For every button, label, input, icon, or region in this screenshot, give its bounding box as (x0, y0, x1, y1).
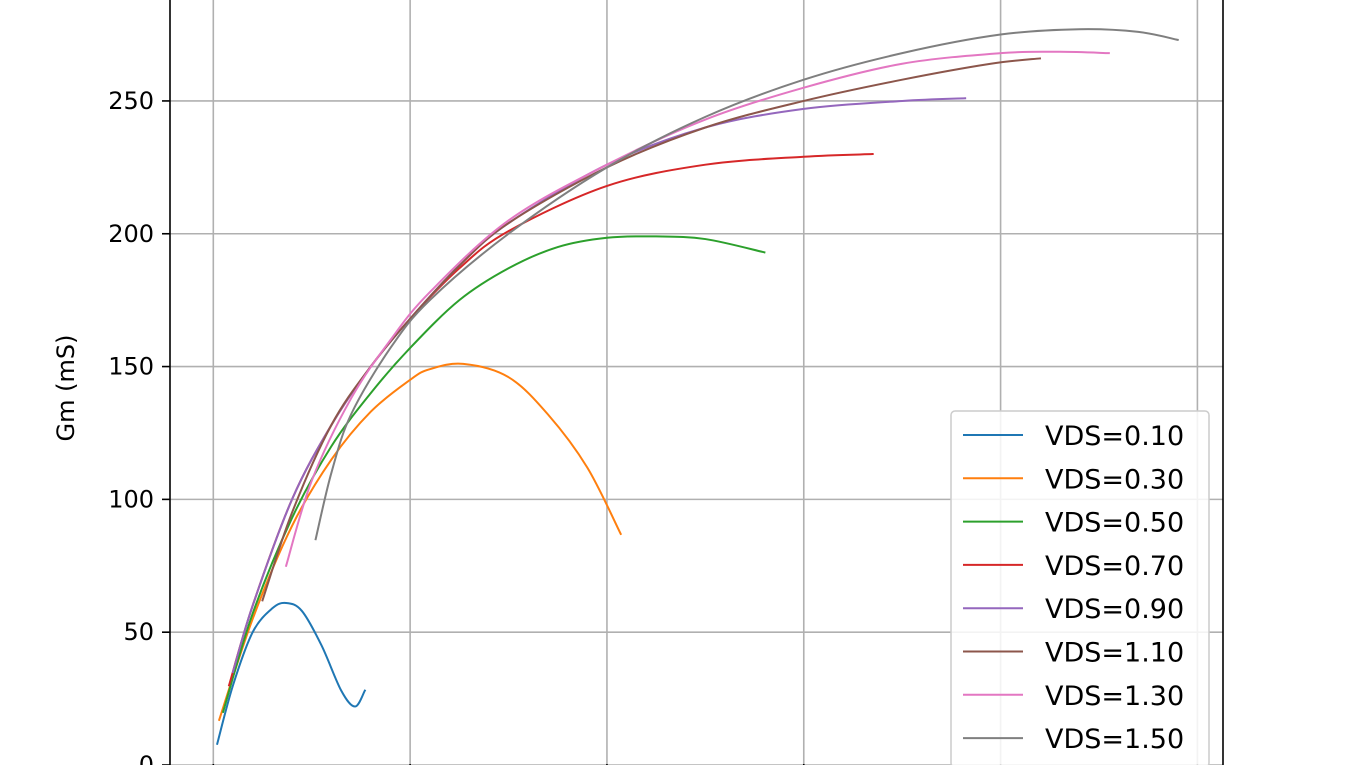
legend-label: VDS=0.10 (1045, 421, 1184, 452)
series-line-vds-1-30 (284, 50, 1110, 568)
legend-label: VDS=0.50 (1045, 508, 1184, 539)
legend-entries: VDS=0.10 VDS=0.30 VDS=0.50 VDS=0.70 VDS=0.90… (963, 421, 1184, 755)
series-line-vds-1-10 (261, 57, 1042, 602)
legend-label: VDS=1.50 (1045, 724, 1184, 755)
y-tick-label: 150 (108, 353, 154, 381)
axes (169, 0, 1224, 765)
y-axis-ticks: 0 50 100 150 200 250 (108, 87, 1199, 765)
legend-label: VDS=0.90 (1045, 594, 1184, 625)
y-tick-label: 50 (123, 618, 154, 646)
legend: VDS=0.10 VDS=0.30 VDS=0.50 VDS=0.70 VDS=0.90… (950, 410, 1210, 765)
legend-label: VDS=0.30 (1045, 464, 1184, 495)
series-line-vds-0-10 (216, 601, 367, 745)
y-tick-label: 100 (108, 485, 154, 513)
legend-label: VDS=1.30 (1045, 681, 1184, 712)
y-tick-label: 0 (139, 751, 154, 765)
series-line-vds-1-50 (314, 28, 1179, 541)
legend-label: VDS=0.70 (1045, 551, 1184, 582)
y-tick-label: 200 (108, 220, 154, 248)
plot-series (216, 28, 1179, 745)
y-axis-label: Gm (mS) (52, 335, 80, 442)
y-tick-label: 250 (108, 87, 154, 115)
legend-box (950, 410, 1210, 765)
grid (170, 0, 1223, 765)
legend-label: VDS=1.10 (1045, 638, 1184, 669)
